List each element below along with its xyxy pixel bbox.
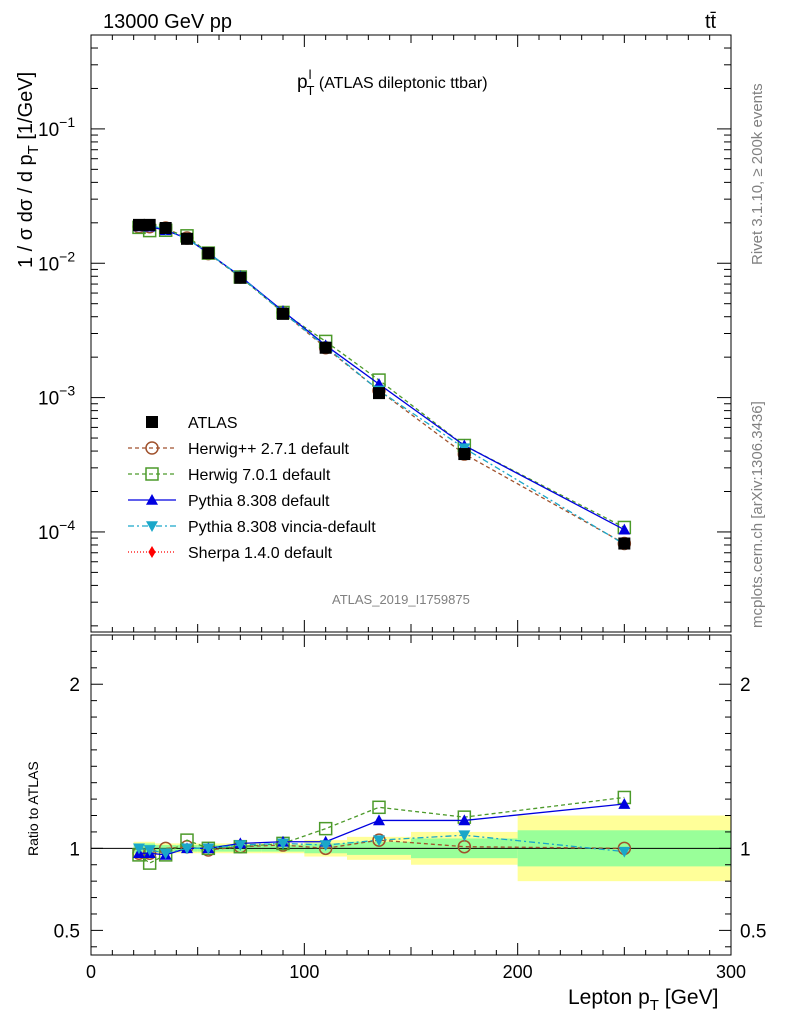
legend-label: Pythia 8.308 default <box>188 493 330 510</box>
data-point <box>618 537 631 550</box>
data-point <box>202 247 215 260</box>
y-tick-label: 10−1 <box>38 114 75 141</box>
ratio-point <box>234 840 247 852</box>
data-point <box>319 341 332 354</box>
x-axis-label: Lepton pT [GeV] <box>568 986 718 1014</box>
header-energy: 13000 GeV pp <box>103 11 232 33</box>
header-process: tt̄ <box>705 11 717 33</box>
legend: ATLAS Herwig++ 2.7.1 default Herwig 7.0.1 … <box>128 415 376 562</box>
mcplots-label: mcplots.cern.ch [arXiv:1306.3436] <box>749 401 766 628</box>
ratio-point <box>143 845 156 856</box>
y-tick-label: 10−3 <box>38 383 75 410</box>
ratio-point <box>372 800 386 815</box>
data-point <box>458 448 471 461</box>
legend-marker <box>145 467 159 481</box>
y-axis-label-sub: T <box>25 145 42 154</box>
x-axis-label-main: Lepton p <box>568 986 650 1009</box>
ratio-point <box>159 848 172 860</box>
ratio-curves <box>132 790 632 870</box>
legend-marker <box>145 441 159 455</box>
legend-label: Herwig++ 2.7.1 default <box>188 441 350 458</box>
ratio-point <box>277 838 289 850</box>
plot-title: pl T (ATLAS dileptonic ttbar) <box>297 67 488 98</box>
legend-label: Sherpa 1.4.0 default <box>188 545 333 562</box>
plot-title-sub: T <box>306 83 314 98</box>
y-axis-label: 1 / σ dσ / d pT [1/GeV] <box>15 72 42 268</box>
y-tick-base: 10 <box>38 523 59 544</box>
series-line <box>138 225 625 531</box>
main-curves <box>132 218 632 551</box>
y-tick-base: 10 <box>38 120 59 141</box>
ratio-point <box>373 814 385 826</box>
legend-label: Pythia 8.308 vincia-default <box>188 519 376 536</box>
data-point <box>277 307 289 320</box>
ratio-point <box>458 830 471 842</box>
data-point <box>618 523 631 535</box>
series-0 <box>133 218 631 550</box>
x-axis-label-unit: [GeV] <box>659 986 719 1009</box>
plot-title-sup: l <box>309 67 312 82</box>
ratio-point <box>458 814 471 826</box>
ratio-tick-label-left: 1 <box>69 839 80 860</box>
x-tick-label: 100 <box>289 962 319 982</box>
ratio-tick-label-right: 1 <box>740 839 751 860</box>
data-point <box>181 232 193 245</box>
ratio-point <box>618 846 631 858</box>
data-point <box>373 387 385 400</box>
y-axis-label-main: 1 / σ dσ / d p <box>15 154 37 268</box>
legend-marker <box>148 546 156 558</box>
x-tick-label: 200 <box>503 962 533 982</box>
data-point <box>234 271 247 284</box>
main-plot-frame <box>90 34 732 633</box>
analysis-watermark: ATLAS_2019_I1759875 <box>332 592 470 607</box>
y-tick-exponent: −1 <box>59 114 75 130</box>
series-2 <box>132 220 632 535</box>
ratio-point <box>618 798 631 809</box>
ratio-plot-frame <box>90 634 732 956</box>
x-axis-label-sub: T <box>650 997 659 1014</box>
legend-label: Herwig 7.0.1 default <box>188 467 331 484</box>
ratio-point <box>133 843 145 855</box>
plot-title-main: p <box>297 72 308 93</box>
data-point <box>133 218 145 231</box>
legend-marker <box>146 494 158 505</box>
x-tick-label: 0 <box>86 962 96 982</box>
y-tick-label: 10−4 <box>38 517 75 544</box>
data-point <box>143 218 156 231</box>
y-tick-label: 10−2 <box>38 248 75 275</box>
ratio-y-axis-label: Ratio to ATLAS <box>25 761 41 856</box>
data-point <box>159 221 172 234</box>
legend-marker <box>146 521 158 532</box>
ratio-point <box>318 821 333 836</box>
ratio-point <box>373 835 385 847</box>
y-axis-label-unit: [1/GeV] <box>15 72 37 145</box>
legend-label: ATLAS <box>188 415 238 432</box>
rivet-version-label: Rivet 3.1.10, ≥ 200k events <box>749 83 766 265</box>
ratio-tick-label-left: 0.5 <box>54 921 80 942</box>
ratio-point <box>181 843 193 855</box>
y-tick-base: 10 <box>38 389 59 410</box>
y-tick-exponent: −4 <box>59 517 75 533</box>
ratio-point <box>319 840 332 852</box>
y-tick-base: 10 <box>38 254 59 275</box>
y-tick-exponent: −3 <box>59 383 75 399</box>
legend-marker <box>146 416 158 428</box>
ratio-tick-label-right: 0.5 <box>740 921 766 942</box>
ratio-point <box>202 843 215 855</box>
plot-title-rest: (ATLAS dileptonic ttbar) <box>314 75 487 92</box>
ratio-tick-label-right: 2 <box>740 675 751 696</box>
ratio-tick-label-left: 2 <box>69 675 80 696</box>
x-tick-label: 300 <box>716 962 746 982</box>
y-tick-exponent: −2 <box>59 248 75 264</box>
series-3 <box>133 220 631 535</box>
ratio-series-4 <box>133 830 631 860</box>
